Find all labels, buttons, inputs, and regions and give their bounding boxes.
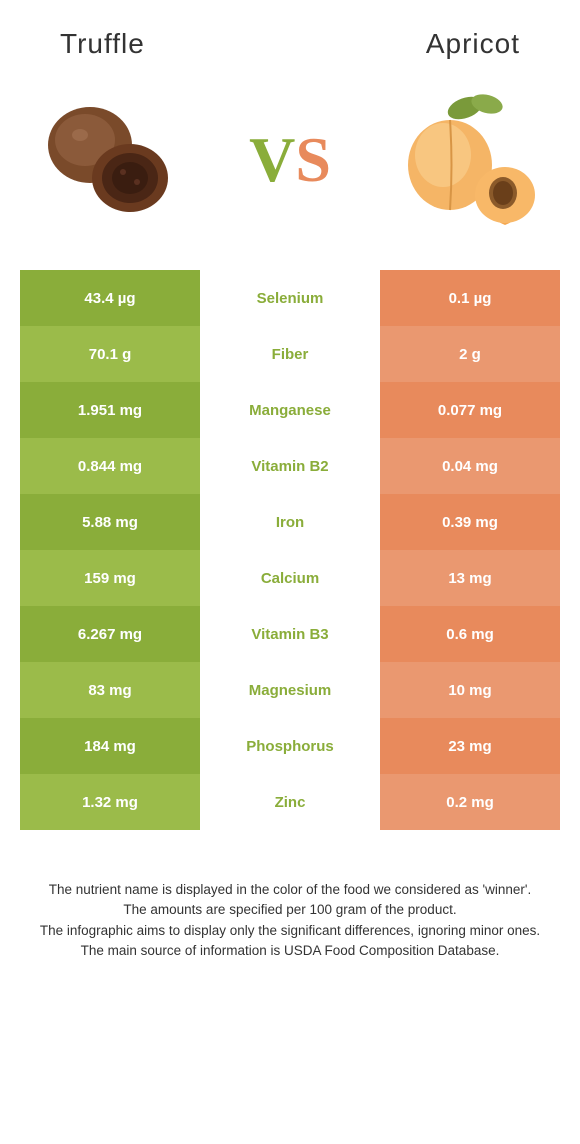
table-row: 0.844 mgVitamin B20.04 mg: [20, 438, 560, 494]
right-value: 0.077 mg: [380, 382, 560, 438]
right-food-title: Apricot: [426, 28, 520, 60]
left-value: 6.267 mg: [20, 606, 200, 662]
left-value: 5.88 mg: [20, 494, 200, 550]
truffle-image: [30, 80, 190, 240]
nutrient-label: Magnesium: [200, 662, 380, 718]
nutrient-label: Zinc: [200, 774, 380, 830]
nutrient-label: Phosphorus: [200, 718, 380, 774]
nutrient-table: 43.4 µgSelenium0.1 µg70.1 gFiber2 g1.951…: [20, 270, 560, 830]
nutrient-label: Vitamin B3: [200, 606, 380, 662]
table-row: 1.32 mgZinc0.2 mg: [20, 774, 560, 830]
right-value: 0.39 mg: [380, 494, 560, 550]
table-row: 83 mgMagnesium10 mg: [20, 662, 560, 718]
right-value: 0.2 mg: [380, 774, 560, 830]
vs-row: VS: [0, 70, 580, 270]
right-value: 0.6 mg: [380, 606, 560, 662]
table-row: 184 mgPhosphorus23 mg: [20, 718, 560, 774]
vs-s-letter: S: [295, 124, 331, 195]
footer-line-3: The infographic aims to display only the…: [30, 921, 550, 941]
left-value: 83 mg: [20, 662, 200, 718]
nutrient-label: Selenium: [200, 270, 380, 326]
footer-notes: The nutrient name is displayed in the co…: [0, 830, 580, 981]
header: Truffle Apricot: [0, 0, 580, 70]
footer-line-4: The main source of information is USDA F…: [30, 941, 550, 961]
left-value: 1.951 mg: [20, 382, 200, 438]
right-value: 13 mg: [380, 550, 560, 606]
left-value: 43.4 µg: [20, 270, 200, 326]
table-row: 43.4 µgSelenium0.1 µg: [20, 270, 560, 326]
nutrient-label: Fiber: [200, 326, 380, 382]
right-value: 0.1 µg: [380, 270, 560, 326]
footer-line-2: The amounts are specified per 100 gram o…: [30, 900, 550, 920]
table-row: 70.1 gFiber2 g: [20, 326, 560, 382]
left-value: 70.1 g: [20, 326, 200, 382]
right-value: 0.04 mg: [380, 438, 560, 494]
apricot-image: [390, 80, 550, 240]
left-value: 0.844 mg: [20, 438, 200, 494]
table-row: 5.88 mgIron0.39 mg: [20, 494, 560, 550]
left-value: 1.32 mg: [20, 774, 200, 830]
nutrient-label: Iron: [200, 494, 380, 550]
footer-line-1: The nutrient name is displayed in the co…: [30, 880, 550, 900]
vs-v-letter: V: [249, 124, 295, 195]
table-row: 6.267 mgVitamin B30.6 mg: [20, 606, 560, 662]
nutrient-label: Manganese: [200, 382, 380, 438]
left-value: 184 mg: [20, 718, 200, 774]
right-value: 23 mg: [380, 718, 560, 774]
vs-label: VS: [249, 123, 331, 197]
left-value: 159 mg: [20, 550, 200, 606]
right-value: 10 mg: [380, 662, 560, 718]
nutrient-label: Vitamin B2: [200, 438, 380, 494]
left-food-title: Truffle: [60, 28, 145, 60]
table-row: 159 mgCalcium13 mg: [20, 550, 560, 606]
table-row: 1.951 mgManganese0.077 mg: [20, 382, 560, 438]
right-value: 2 g: [380, 326, 560, 382]
nutrient-label: Calcium: [200, 550, 380, 606]
